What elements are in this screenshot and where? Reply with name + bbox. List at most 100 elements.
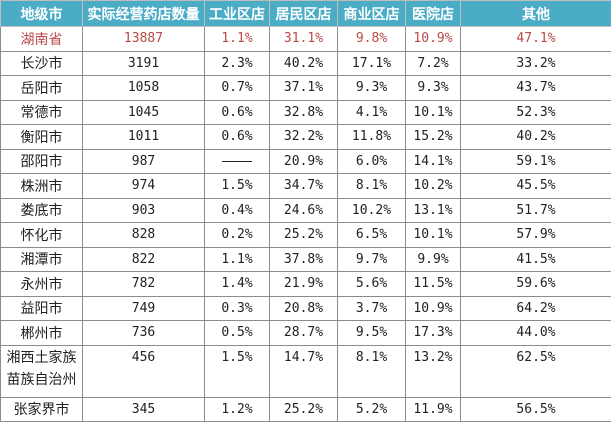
other-cell: 56.5% [461, 397, 611, 422]
store-count-cell: 974 [83, 174, 205, 199]
commercial-cell: 6.5% [338, 223, 406, 248]
industrial-cell: 1.1% [205, 27, 270, 52]
hospital-cell: 7.2% [406, 51, 461, 76]
industrial-cell: 1.2% [205, 397, 270, 422]
header-other: 其他 [461, 1, 611, 27]
hospital-cell: 13.1% [406, 198, 461, 223]
residential-cell: 37.8% [270, 247, 338, 272]
hospital-cell: 13.2% [406, 345, 461, 397]
residential-cell: 34.7% [270, 174, 338, 199]
industrial-cell: 1.5% [205, 345, 270, 397]
residential-cell: 32.2% [270, 125, 338, 150]
residential-cell: 28.7% [270, 321, 338, 346]
hospital-cell: 17.3% [406, 321, 461, 346]
industrial-cell: 0.7% [205, 76, 270, 101]
header-commercial: 商业区店 [338, 1, 406, 27]
other-cell: 45.5% [461, 174, 611, 199]
store-count-cell: 987 [83, 149, 205, 174]
city-name-cell: 张家界市 [1, 397, 83, 422]
header-residential: 居民区店 [270, 1, 338, 27]
store-count-cell: 1011 [83, 125, 205, 150]
other-cell: 44.0% [461, 321, 611, 346]
header-industrial: 工业区店 [205, 1, 270, 27]
header-city: 地级市 [1, 1, 83, 27]
header-store-count: 实际经营药店数量 [83, 1, 205, 27]
store-count-cell: 345 [83, 397, 205, 422]
city-name-cell: 湘西土家族苗族自治州 [1, 345, 83, 397]
other-cell: 59.6% [461, 272, 611, 297]
city-name-cell: 岳阳市 [1, 76, 83, 101]
residential-cell: 25.2% [270, 397, 338, 422]
commercial-cell: 4.1% [338, 100, 406, 125]
industrial-cell: 0.6% [205, 125, 270, 150]
commercial-cell: 11.8% [338, 125, 406, 150]
residential-cell: 25.2% [270, 223, 338, 248]
industrial-cell: 1.5% [205, 174, 270, 199]
hospital-cell: 10.2% [406, 174, 461, 199]
other-cell: 51.7% [461, 198, 611, 223]
residential-cell: 24.6% [270, 198, 338, 223]
industrial-cell: 2.3% [205, 51, 270, 76]
other-cell: 41.5% [461, 247, 611, 272]
industrial-cell: 0.6% [205, 100, 270, 125]
other-cell: 47.1% [461, 27, 611, 52]
industrial-cell: 1.1% [205, 247, 270, 272]
hospital-cell: 15.2% [406, 125, 461, 150]
store-count-cell: 828 [83, 223, 205, 248]
residential-cell: 37.1% [270, 76, 338, 101]
header-hospital: 医院店 [406, 1, 461, 27]
hospital-cell: 9.3% [406, 76, 461, 101]
other-cell: 33.2% [461, 51, 611, 76]
commercial-cell: 8.1% [338, 345, 406, 397]
commercial-cell: 9.8% [338, 27, 406, 52]
commercial-cell: 10.2% [338, 198, 406, 223]
commercial-cell: 9.3% [338, 76, 406, 101]
residential-cell: 14.7% [270, 345, 338, 397]
industrial-cell: 0.2% [205, 223, 270, 248]
industrial-cell [205, 149, 270, 174]
store-count-cell: 822 [83, 247, 205, 272]
store-count-cell: 903 [83, 198, 205, 223]
city-name-cell: 怀化市 [1, 223, 83, 248]
industrial-cell: 1.4% [205, 272, 270, 297]
other-cell: 52.3% [461, 100, 611, 125]
commercial-cell: 17.1% [338, 51, 406, 76]
residential-cell: 20.9% [270, 149, 338, 174]
commercial-cell: 6.0% [338, 149, 406, 174]
residential-cell: 32.8% [270, 100, 338, 125]
store-count-cell: 13887 [83, 27, 205, 52]
city-name-cell: 娄底市 [1, 198, 83, 223]
residential-cell: 40.2% [270, 51, 338, 76]
hospital-cell: 9.9% [406, 247, 461, 272]
hospital-cell: 10.9% [406, 27, 461, 52]
commercial-cell: 3.7% [338, 296, 406, 321]
industrial-cell: 0.4% [205, 198, 270, 223]
hospital-cell: 10.9% [406, 296, 461, 321]
hospital-cell: 10.1% [406, 223, 461, 248]
other-cell: 57.9% [461, 223, 611, 248]
residential-cell: 20.8% [270, 296, 338, 321]
city-name-cell: 永州市 [1, 272, 83, 297]
other-cell: 64.2% [461, 296, 611, 321]
industrial-cell: 0.5% [205, 321, 270, 346]
store-count-cell: 749 [83, 296, 205, 321]
other-cell: 43.7% [461, 76, 611, 101]
store-count-cell: 782 [83, 272, 205, 297]
hospital-cell: 14.1% [406, 149, 461, 174]
city-name-cell: 益阳市 [1, 296, 83, 321]
residential-cell: 31.1% [270, 27, 338, 52]
industrial-cell: 0.3% [205, 296, 270, 321]
commercial-cell: 5.6% [338, 272, 406, 297]
store-count-cell: 456 [83, 345, 205, 397]
